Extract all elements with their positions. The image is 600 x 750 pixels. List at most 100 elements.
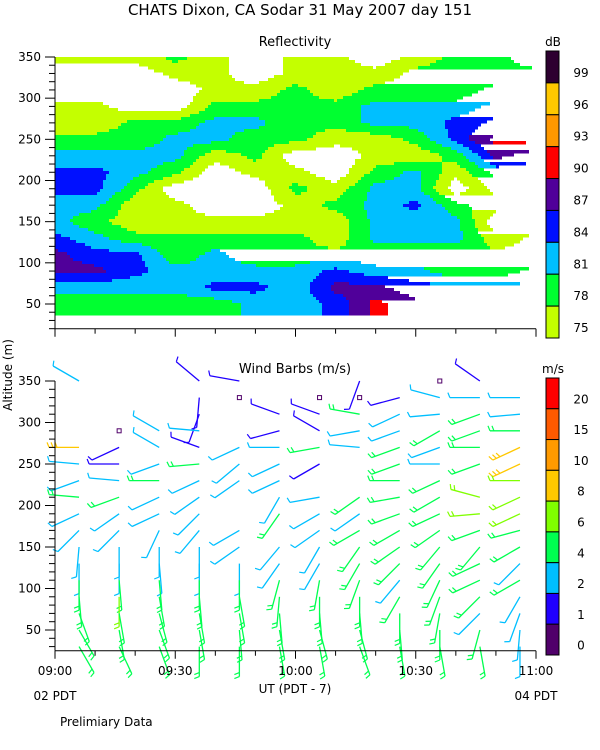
- reflectivity-cell: [160, 252, 205, 256]
- wind-barb: [453, 612, 481, 636]
- wind-barb-feather: [327, 439, 331, 445]
- wind-barb: [439, 646, 446, 680]
- wind-barb: [208, 529, 240, 546]
- reflectivity-cell: [55, 297, 214, 301]
- reflectivity-cell: [178, 132, 235, 136]
- wind-barb-feather: [487, 425, 491, 432]
- wind-barb: [339, 563, 361, 591]
- reflectivity-cell: [421, 180, 436, 184]
- reflectivity-cell: [361, 108, 475, 112]
- reflectivity-cell: [367, 192, 424, 196]
- reflectivity-cell: [133, 195, 169, 199]
- wind-barb: [379, 596, 401, 624]
- reflectivity-cell: [274, 210, 337, 214]
- reflectivity-cell: [346, 216, 367, 220]
- wind-barb-feather: [194, 609, 200, 613]
- wind-barb-feather: [480, 675, 486, 680]
- reflectivity-cell: [190, 102, 211, 106]
- wind-barb-feather: [381, 617, 387, 620]
- wind-barb-feather: [488, 505, 494, 511]
- reflectivity-cell: [337, 210, 367, 214]
- reflectivity-cell: [418, 129, 448, 133]
- wind-barb-feather: [209, 494, 216, 499]
- wind-barb-feather: [447, 436, 453, 442]
- reflectivity-cell: [205, 252, 226, 256]
- reflectivity-cell: [283, 204, 322, 208]
- reflectivity-cell: [55, 132, 97, 136]
- wind-barb-staff: [179, 529, 200, 554]
- wind-barb: [343, 380, 361, 410]
- wind-barb-staff: [169, 463, 200, 468]
- wind-barb-feather: [199, 659, 205, 663]
- wind-barb-staff: [78, 596, 83, 627]
- reflectivity-cell: [289, 186, 307, 190]
- wind-barb-feather: [194, 676, 200, 680]
- reflectivity-cell: [421, 147, 451, 151]
- reflectivity-cell: [55, 135, 166, 139]
- reflectivity-cell: [265, 288, 310, 292]
- wind-barb-staff: [374, 546, 401, 565]
- wind-barb: [156, 563, 163, 597]
- reflectivity-cell: [187, 294, 313, 298]
- reflectivity-cell: [163, 138, 229, 142]
- wind-barb: [417, 563, 441, 589]
- wind-barb-staff: [211, 446, 240, 461]
- reflectivity-cell: [130, 198, 175, 202]
- wind-barb-feather: [51, 489, 54, 496]
- reflectivity-cell: [55, 228, 88, 232]
- reflectivity-cell: [205, 285, 268, 289]
- reflectivity-cell: [259, 99, 334, 103]
- reflectivity-cell: [358, 180, 385, 184]
- wind-barb-feather: [326, 431, 331, 437]
- wind-barb-feather: [448, 572, 454, 577]
- reflectivity-cell: [241, 312, 322, 316]
- wind-barb: [292, 410, 320, 432]
- reflectivity-cell: [274, 144, 334, 148]
- x-start-local-time: 02 PDT: [34, 689, 78, 703]
- wind-barb-feather: [132, 426, 135, 433]
- reflectivity-cell: [55, 57, 166, 61]
- wind-barb-feather: [499, 621, 506, 624]
- reflectivity-cell: [103, 234, 304, 238]
- wind-barb: [254, 546, 280, 571]
- reflectivity-cell: [259, 81, 385, 85]
- reflectivity-cell: [55, 60, 172, 64]
- reflectivity-cell: [55, 312, 241, 316]
- wind-barb-feather: [47, 456, 50, 462]
- wind-barb-staff: [451, 529, 481, 542]
- wind-barb: [356, 613, 363, 647]
- reflectivity-cell: [109, 219, 349, 223]
- wind-barb-feather: [90, 672, 95, 678]
- wind-barb: [208, 370, 240, 382]
- reflectivity-cell: [316, 276, 388, 280]
- reflectivity-cell: [181, 171, 202, 175]
- wind-barb: [367, 463, 400, 475]
- wind-barb-staff: [334, 513, 361, 532]
- wind-barb-feather: [365, 674, 371, 679]
- wind-barb: [92, 529, 120, 553]
- wind-barb: [448, 579, 481, 594]
- wind-barb: [126, 475, 160, 482]
- wind-barb-feather: [409, 441, 415, 447]
- wind-barb: [366, 496, 400, 504]
- reflectivity-cell: [472, 213, 493, 217]
- wind-barb-staff: [450, 488, 481, 498]
- wind-barb-feather: [127, 673, 133, 679]
- reflectivity-cell: [310, 237, 349, 241]
- reflectivity-cell: [208, 105, 361, 109]
- reflectivity-cell: [331, 285, 385, 289]
- wind-barb-staff: [118, 580, 123, 611]
- colorbar-segment: [545, 531, 560, 564]
- wind-barb: [479, 646, 486, 680]
- reflectivity-cell: [370, 306, 388, 310]
- wind-barb: [407, 446, 441, 459]
- reflectivity-cell: [55, 138, 163, 142]
- reflectivity-cell: [322, 204, 364, 208]
- reflectivity-cell: [142, 258, 166, 262]
- wind-barb-feather: [92, 548, 99, 553]
- wind-barb-feather: [454, 358, 458, 364]
- reflectivity-cell: [148, 267, 334, 271]
- wind-barb-staff: [433, 613, 441, 644]
- reflectivity-cell: [97, 207, 121, 211]
